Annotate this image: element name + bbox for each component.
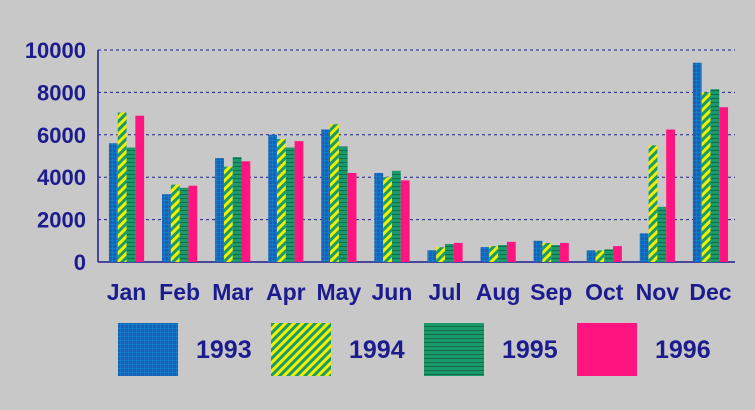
y-tick-label: 6000 (37, 123, 86, 148)
bar-1995-apr (285, 147, 295, 262)
x-category-label: Sep (530, 279, 572, 305)
bar-1996-mar (241, 161, 251, 262)
bar-1994-mar (223, 166, 233, 262)
bar-1996-dec (719, 107, 729, 263)
y-tick-label: 8000 (37, 80, 86, 105)
y-tick-label: 4000 (37, 165, 86, 190)
bar-1995-jul (445, 243, 454, 262)
bar-1994-aug (489, 246, 499, 262)
gridlines (98, 49, 735, 221)
bar-1996-oct (613, 246, 622, 262)
bar-1995-may (338, 146, 348, 262)
bar-1996-aug (506, 241, 516, 262)
bar-1994-jan (117, 112, 127, 262)
bar-1993-apr (268, 134, 277, 262)
bar-1993-may (321, 129, 331, 262)
bar-1996-jan (135, 115, 145, 262)
legend-swatch-1993 (118, 323, 178, 376)
x-category-label: Jul (428, 279, 461, 305)
x-category-label: May (317, 279, 362, 305)
bar-1993-sep (533, 240, 543, 262)
bar-1994-oct (595, 250, 605, 262)
bar-1993-mar (215, 158, 224, 262)
bar-1996-feb (188, 185, 198, 262)
bars (108, 62, 729, 263)
legend-label-1995: 1995 (502, 336, 558, 364)
x-category-label: Mar (212, 279, 253, 305)
bar-1996-may (347, 172, 357, 262)
y-tick-label: 10000 (25, 38, 86, 63)
bar-1993-aug (480, 247, 490, 262)
bar-1995-feb (179, 187, 189, 262)
bar-1996-nov (666, 129, 675, 262)
legend-label-1993: 1993 (196, 336, 252, 364)
bar-1993-feb (162, 194, 171, 262)
x-category-label: Jun (372, 279, 413, 305)
bar-1995-oct (604, 249, 614, 262)
bar-1996-apr (294, 141, 304, 262)
bar-1995-jan (126, 147, 136, 262)
x-category-label: Nov (636, 279, 680, 305)
x-category-label: Aug (476, 279, 521, 305)
legend-label-1996: 1996 (655, 336, 711, 364)
legend-label-1994: 1994 (349, 336, 405, 364)
bar-1994-jun (383, 177, 392, 262)
y-tick-label: 2000 (37, 208, 86, 233)
bar-1994-nov (648, 145, 658, 262)
x-category-label: Jan (107, 279, 147, 305)
bar-1993-jul (427, 250, 437, 262)
y-tick-labels: 0 2000 4000 6000 8000 10000 (25, 38, 86, 275)
legend-swatch-1996 (577, 323, 637, 376)
legend-swatch-1995 (424, 323, 484, 376)
x-category-label: Oct (585, 279, 624, 305)
bar-1993-nov (639, 233, 649, 262)
x-category-label: Feb (159, 279, 200, 305)
bar-1995-mar (232, 157, 242, 262)
bar-1993-dec (692, 62, 702, 262)
bar-1995-dec (710, 89, 720, 262)
x-category-label: Apr (266, 279, 306, 305)
bar-1994-apr (276, 139, 286, 262)
bar-1995-jun (391, 170, 401, 262)
bar-1995-sep (551, 245, 561, 262)
bar-1994-jul (436, 247, 446, 262)
bar-1994-may (330, 124, 339, 262)
bar-1996-jul (453, 242, 463, 262)
bar-1995-nov (657, 206, 667, 262)
legend: 1993 1994 1995 1996 (118, 323, 711, 376)
x-category-labels: Jan Feb Mar Apr May Jun Jul Aug Sep Oct Nov Dec (107, 279, 732, 305)
bar-1994-sep (542, 242, 552, 262)
bar-1996-sep (560, 242, 569, 262)
legend-swatch-1994 (271, 323, 331, 376)
bar-1993-oct (586, 250, 596, 262)
bar-1993-jun (374, 172, 384, 262)
bar-1994-feb (170, 184, 180, 262)
bar-1995-aug (498, 245, 507, 262)
x-category-label: Dec (689, 279, 731, 305)
bar-1993-jan (108, 143, 118, 262)
axes (97, 50, 735, 263)
bar-1996-jun (400, 180, 410, 262)
bar-1994-dec (701, 92, 711, 263)
y-tick-label: 0 (74, 250, 86, 275)
